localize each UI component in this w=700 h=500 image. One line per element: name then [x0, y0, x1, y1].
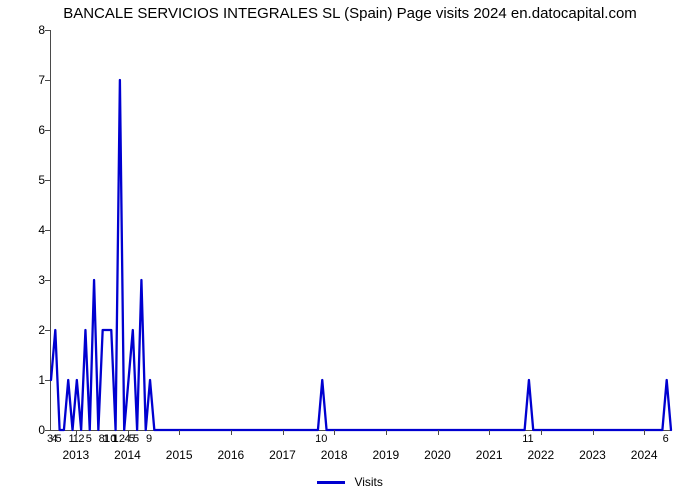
- x-point-label: 10: [315, 433, 327, 445]
- x-year-label: 2023: [579, 448, 606, 462]
- y-tick-mark: [45, 330, 50, 331]
- x-tick-mark: [644, 430, 645, 435]
- x-year-label: 2016: [217, 448, 244, 462]
- x-year-label: 2013: [62, 448, 89, 462]
- visits-chart: BANCALE SERVICIOS INTEGRALES SL (Spain) …: [0, 0, 700, 500]
- y-tick-mark: [45, 430, 50, 431]
- x-year-label: 2015: [166, 448, 193, 462]
- y-tick-label: 8: [30, 23, 45, 37]
- y-tick-label: 6: [30, 123, 45, 137]
- x-tick-mark: [231, 430, 232, 435]
- legend: Visits: [0, 475, 700, 489]
- x-year-label: 2021: [476, 448, 503, 462]
- y-tick-label: 3: [30, 273, 45, 287]
- x-point-label: 5: [56, 433, 62, 445]
- x-point-label: 9: [146, 433, 152, 445]
- y-tick-label: 0: [30, 423, 45, 437]
- y-tick-label: 2: [30, 323, 45, 337]
- legend-swatch: [317, 481, 345, 484]
- x-tick-mark: [489, 430, 490, 435]
- y-tick-mark: [45, 30, 50, 31]
- x-point-label: 5: [133, 433, 139, 445]
- x-point-label: 5: [86, 433, 92, 445]
- x-tick-mark: [334, 430, 335, 435]
- visits-line: [51, 30, 671, 430]
- x-year-label: 2020: [424, 448, 451, 462]
- y-tick-label: 7: [30, 73, 45, 87]
- x-tick-mark: [179, 430, 180, 435]
- x-year-label: 2022: [527, 448, 554, 462]
- y-tick-mark: [45, 180, 50, 181]
- x-tick-mark: [438, 430, 439, 435]
- y-tick-label: 1: [30, 373, 45, 387]
- plot-area: [50, 30, 671, 431]
- x-point-label: 2: [78, 433, 84, 445]
- y-tick-mark: [45, 130, 50, 131]
- x-year-label: 2019: [372, 448, 399, 462]
- x-tick-mark: [541, 430, 542, 435]
- chart-title: BANCALE SERVICIOS INTEGRALES SL (Spain) …: [0, 5, 700, 22]
- x-year-label: 2018: [321, 448, 348, 462]
- x-year-label: 2024: [631, 448, 658, 462]
- x-point-label: 11: [522, 433, 533, 445]
- x-year-label: 2017: [269, 448, 296, 462]
- y-tick-mark: [45, 230, 50, 231]
- x-tick-mark: [386, 430, 387, 435]
- y-tick-mark: [45, 280, 50, 281]
- x-year-label: 2014: [114, 448, 141, 462]
- y-tick-mark: [45, 80, 50, 81]
- legend-label: Visits: [354, 475, 382, 489]
- x-tick-mark: [283, 430, 284, 435]
- x-point-label: 12: [113, 433, 125, 445]
- x-point-label: 6: [663, 433, 669, 445]
- y-tick-label: 4: [30, 223, 45, 237]
- x-tick-mark: [593, 430, 594, 435]
- y-tick-mark: [45, 380, 50, 381]
- y-tick-label: 5: [30, 173, 45, 187]
